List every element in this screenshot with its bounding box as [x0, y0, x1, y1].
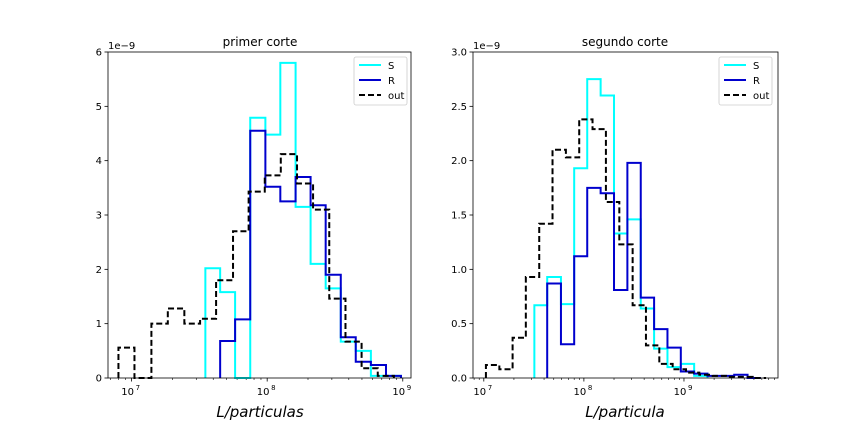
x-tick-label: 10	[674, 387, 687, 398]
chart-title: primer corte	[223, 35, 298, 49]
x-axis-label: L/particulas	[216, 403, 303, 421]
y-tick-label: 1.5	[451, 211, 467, 222]
y-tick-label: 1.0	[451, 265, 467, 276]
x-tick-exponent: 8	[271, 384, 275, 392]
legend-label-s: S	[388, 61, 394, 72]
panel-segundo-corte: segundo corte 1e−9 L/particula 0.0 0.5 1.0…	[451, 35, 779, 421]
x-tick-exponent: 7	[136, 384, 140, 392]
x-tick-label: 10	[392, 387, 405, 398]
plot-series	[117, 61, 402, 379]
offset-label: 1e−9	[108, 41, 135, 52]
x-tick-exponent: 9	[688, 384, 692, 392]
axes-frame	[107, 51, 412, 379]
y-tick-label: 2.0	[451, 156, 467, 167]
y-tick-label: 2.5	[451, 102, 467, 113]
y-tick-label: 4	[96, 156, 102, 167]
x-tick-label: 10	[574, 387, 587, 398]
offset-label: 1e−9	[473, 41, 500, 52]
y-tick-label: 3	[96, 211, 102, 222]
series-r	[546, 161, 761, 379]
legend-label-r: R	[388, 76, 395, 87]
y-tick-label: 0.5	[451, 319, 467, 330]
x-tick-label: 10	[257, 387, 270, 398]
x-tick-exponent: 8	[588, 384, 592, 392]
x-tick-label: 10	[473, 387, 486, 398]
x-tick-exponent: 7	[488, 384, 492, 392]
chart-title: segundo corte	[582, 35, 668, 49]
y-tick-label: 3.0	[451, 48, 467, 59]
legend-label-r: R	[753, 76, 760, 87]
y-tick-label: 6	[96, 48, 102, 59]
y-tick-label: 0.0	[451, 374, 467, 385]
x-axis-label: L/particula	[585, 403, 664, 421]
legend-label-out: out	[753, 91, 769, 102]
legend: S R out	[718, 56, 773, 106]
legend-label-s: S	[753, 61, 759, 72]
y-tick-label: 2	[96, 265, 102, 276]
y-tick-label: 5	[96, 102, 102, 113]
x-tick-exponent: 9	[407, 384, 411, 392]
series-out	[117, 153, 395, 379]
legend-label-out: out	[388, 91, 404, 102]
tick-group: 0.00.51.01.52.02.53.010 7 10 8 10 9	[451, 48, 775, 398]
x-tick-label: 10	[121, 387, 134, 398]
series-r	[219, 129, 402, 378]
y-tick-label: 1	[96, 319, 102, 330]
plot-series	[484, 78, 767, 379]
axes-frame	[472, 51, 779, 379]
series-out	[484, 118, 767, 379]
panel-primer-corte: primer corte 1e−9 L/particulas 0 1 2 3 4 5 6 10…	[96, 35, 412, 421]
y-tick-label: 0	[96, 374, 102, 385]
legend: S R out	[353, 56, 408, 106]
